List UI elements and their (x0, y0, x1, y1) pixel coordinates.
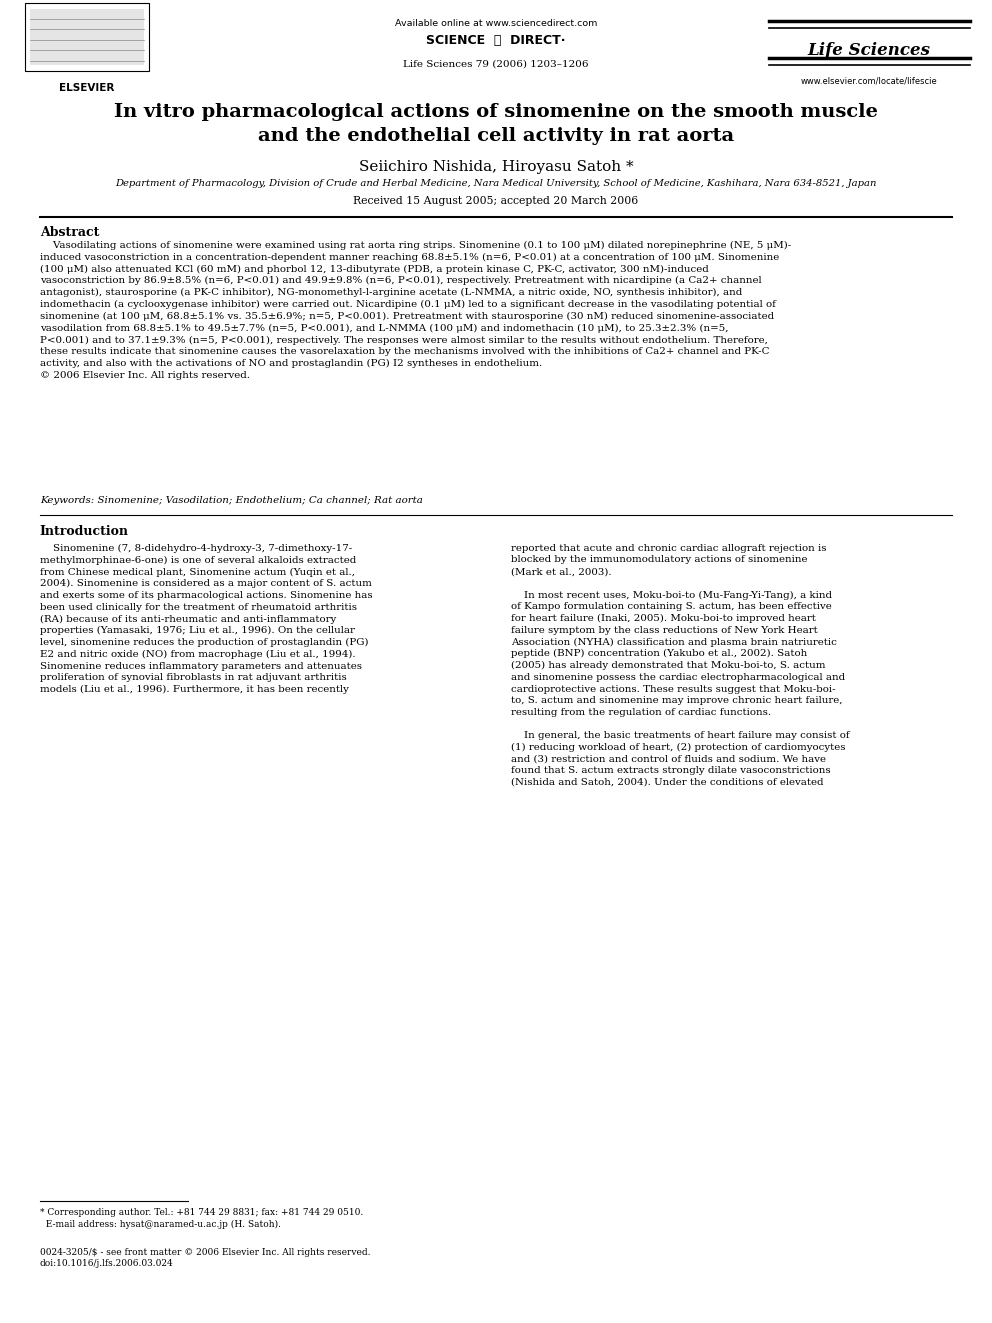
Text: E-mail address: hysat@naramed-u.ac.jp (H. Satoh).: E-mail address: hysat@naramed-u.ac.jp (H… (40, 1220, 281, 1229)
Text: Introduction: Introduction (40, 525, 129, 538)
Text: Department of Pharmacology, Division of Crude and Herbal Medicine, Nara Medical : Department of Pharmacology, Division of … (115, 179, 877, 188)
Text: SCIENCE  ⓓ  DIRECT·: SCIENCE ⓓ DIRECT· (427, 34, 565, 48)
Bar (25, 3, 149, 71)
Text: Seiichiro Nishida, Hiroyasu Satoh *: Seiichiro Nishida, Hiroyasu Satoh * (359, 160, 633, 175)
Text: ELSEVIER: ELSEVIER (59, 83, 114, 94)
Text: Abstract: Abstract (40, 226, 99, 239)
Text: 0024-3205/$ - see front matter © 2006 Elsevier Inc. All rights reserved.: 0024-3205/$ - see front matter © 2006 El… (40, 1248, 370, 1257)
Text: Received 15 August 2005; accepted 20 March 2006: Received 15 August 2005; accepted 20 Mar… (353, 196, 639, 206)
Text: doi:10.1016/j.lfs.2006.03.024: doi:10.1016/j.lfs.2006.03.024 (40, 1259, 174, 1269)
Text: In vitro pharmacological actions of sinomenine on the smooth muscle
and the endo: In vitro pharmacological actions of sino… (114, 103, 878, 146)
Bar (30, 9, 144, 65)
Text: Vasodilating actions of sinomenine were examined using rat aorta ring strips. Si: Vasodilating actions of sinomenine were … (40, 241, 791, 380)
Text: Available online at www.sciencedirect.com: Available online at www.sciencedirect.co… (395, 19, 597, 28)
Text: * Corresponding author. Tel.: +81 744 29 8831; fax: +81 744 29 0510.: * Corresponding author. Tel.: +81 744 29… (40, 1208, 363, 1217)
Text: Keywords: Sinomenine; Vasodilation; Endothelium; Ca channel; Rat aorta: Keywords: Sinomenine; Vasodilation; Endo… (40, 496, 423, 505)
Text: Life Sciences: Life Sciences (807, 42, 930, 60)
Text: Life Sciences 79 (2006) 1203–1206: Life Sciences 79 (2006) 1203–1206 (404, 60, 588, 69)
Text: www.elsevier.com/locate/lifescie: www.elsevier.com/locate/lifescie (801, 77, 937, 86)
Text: reported that acute and chronic cardiac allograft rejection is
blocked by the im: reported that acute and chronic cardiac … (511, 544, 849, 787)
Text: Sinomenine (7, 8-didehydro-4-hydroxy-3, 7-dimethoxy-17-
methylmorphinae-6-one) i: Sinomenine (7, 8-didehydro-4-hydroxy-3, … (40, 544, 372, 695)
